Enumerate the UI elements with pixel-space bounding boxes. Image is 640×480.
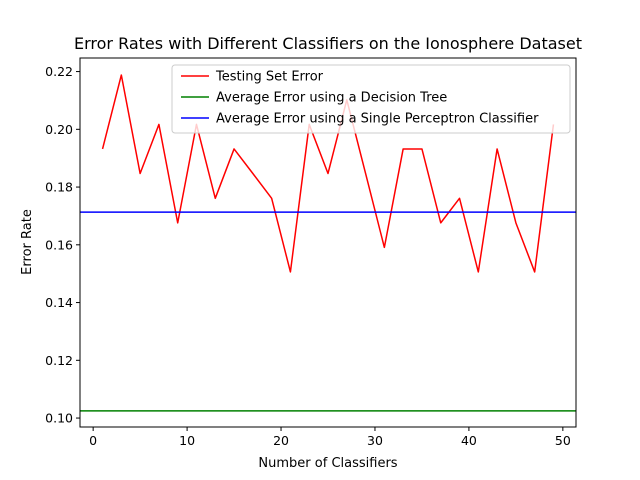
series-line-0	[101, 74, 555, 273]
plot-area	[80, 74, 576, 412]
x-tick-label: 30	[367, 433, 383, 448]
x-tick-label: 0	[89, 433, 97, 448]
legend-label-1: Average Error using a Decision Tree	[216, 91, 447, 106]
x-axis-label: Number of Classifiers	[258, 456, 397, 471]
chart-title: Error Rates with Different Classifiers o…	[74, 34, 582, 53]
y-tick-label: 0.10	[45, 411, 73, 426]
x-tick-label: 50	[555, 433, 571, 448]
y-tick-label: 0.16	[45, 237, 73, 252]
legend-label-2: Average Error using a Single Perceptron …	[216, 112, 539, 127]
y-tick-label: 0.18	[45, 180, 73, 195]
legend: Testing Set Error Average Error using a D…	[171, 64, 571, 134]
y-tick-label: 0.22	[45, 64, 73, 79]
y-tick-label: 0.14	[45, 295, 73, 310]
y-tick-label: 0.20	[45, 122, 73, 137]
y-axis-label: Error Rate	[20, 209, 35, 275]
plot-frame	[79, 57, 577, 428]
legend-box	[171, 64, 571, 134]
x-tick-label: 10	[179, 433, 195, 448]
x-tick-label: 20	[273, 433, 289, 448]
y-tick-label: 0.12	[45, 353, 73, 368]
x-tick-label: 40	[461, 433, 477, 448]
legend-label-0: Testing Set Error	[215, 70, 324, 85]
axes: 0 10 20 30 40 50 0.10 0.12 0.14 0.16 0.18 0.20 0.22	[45, 57, 577, 448]
